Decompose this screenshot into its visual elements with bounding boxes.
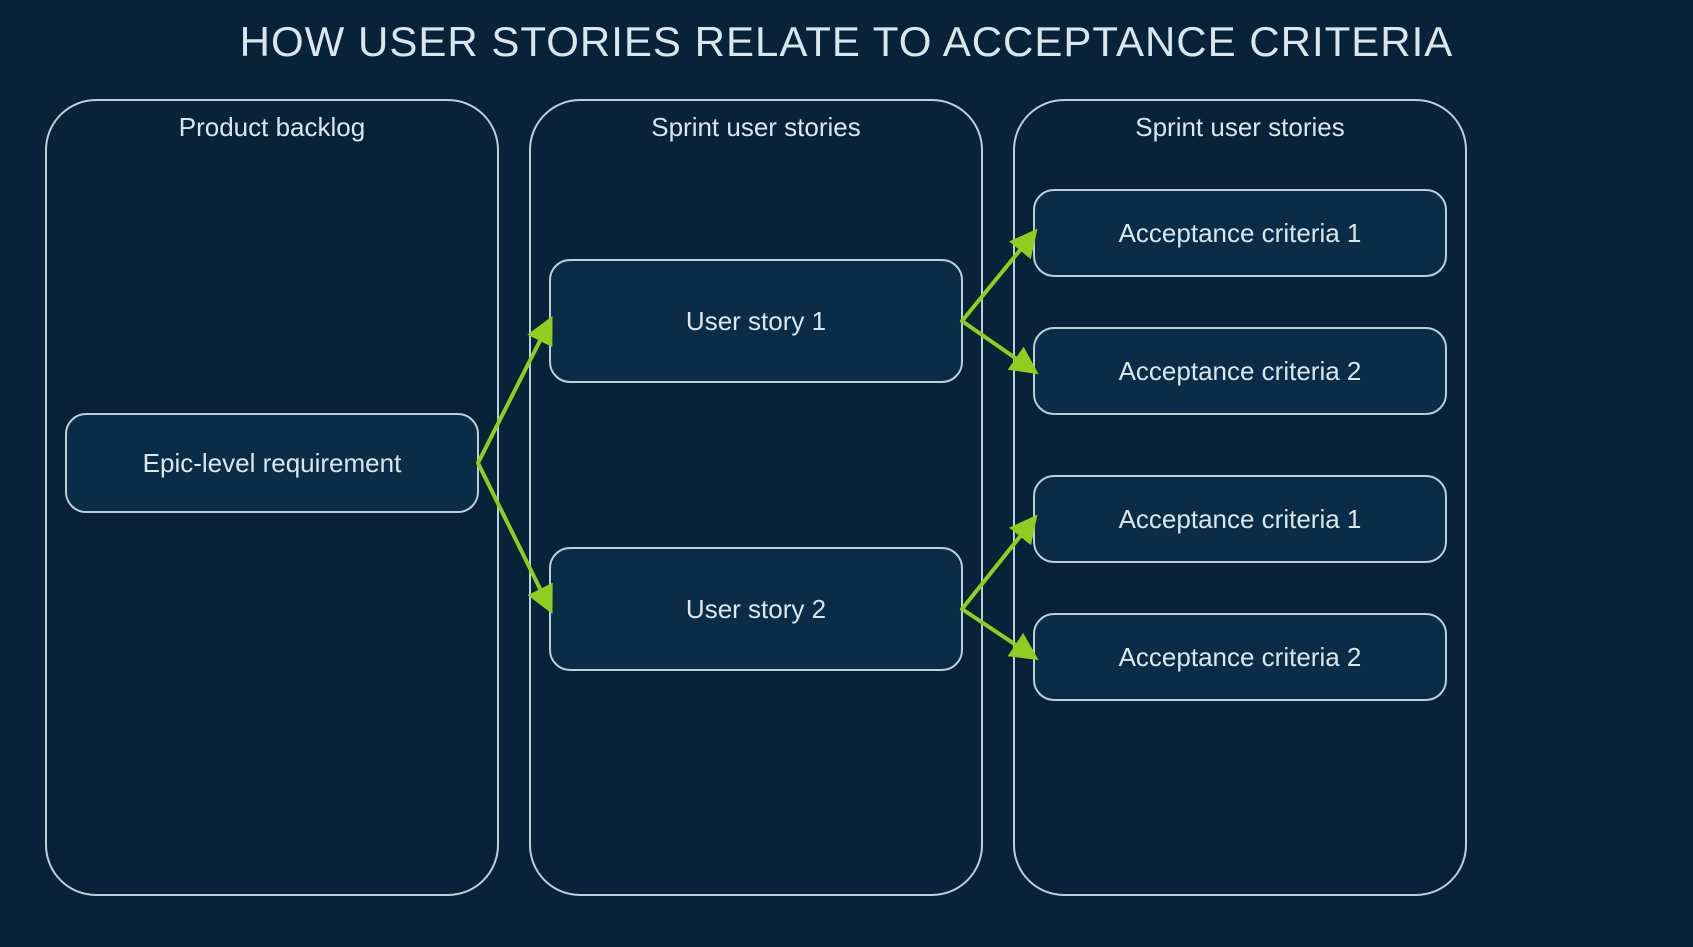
col-stories-title: Sprint user stories — [651, 112, 861, 142]
node-ac1b-label: Acceptance criteria 2 — [1119, 356, 1362, 386]
col-accept-title: Sprint user stories — [1135, 112, 1345, 142]
diagram-title: HOW USER STORIES RELATE TO ACCEPTANCE CR… — [240, 18, 1454, 65]
node-ac1a-label: Acceptance criteria 1 — [1119, 218, 1362, 248]
diagram-canvas: HOW USER STORIES RELATE TO ACCEPTANCE CR… — [0, 0, 1693, 947]
node-us2-label: User story 2 — [686, 594, 826, 624]
node-ac2b-label: Acceptance criteria 2 — [1119, 642, 1362, 672]
node-us1-label: User story 1 — [686, 306, 826, 336]
node-ac2a-label: Acceptance criteria 1 — [1119, 504, 1362, 534]
node-epic-label: Epic-level requirement — [143, 448, 402, 478]
col-backlog-title: Product backlog — [179, 112, 365, 142]
